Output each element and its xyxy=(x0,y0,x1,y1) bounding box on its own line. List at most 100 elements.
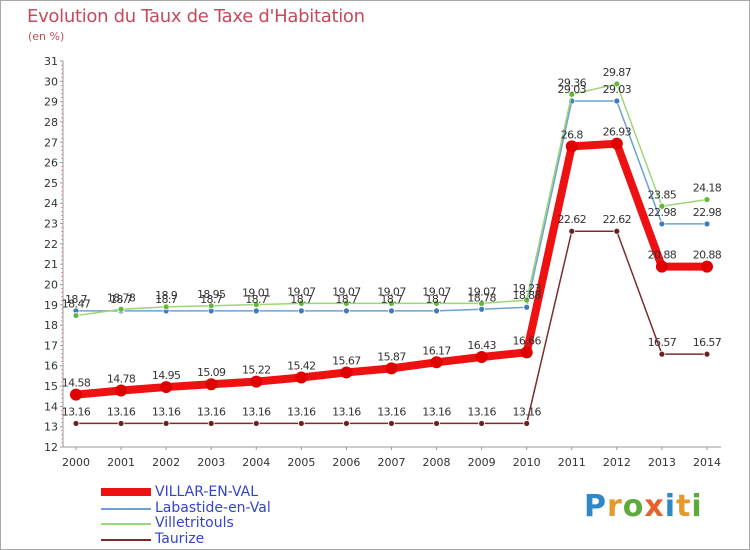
y-tick-label: 17 xyxy=(44,339,58,352)
data-label-villetritouls: 19.07 xyxy=(287,285,316,298)
legend-label: Villetritouls xyxy=(155,515,234,531)
x-tick-label: 2014 xyxy=(693,456,721,469)
x-tick-label: 2008 xyxy=(423,456,451,469)
data-point-taurize xyxy=(568,227,576,235)
data-label-villetritouls: 23.85 xyxy=(648,188,677,201)
data-point-villar-en-val xyxy=(250,375,263,388)
data-point-villetritouls xyxy=(658,202,666,210)
data-label-villar-en-val: 15.42 xyxy=(287,360,316,373)
data-label-villar-en-val: 15.87 xyxy=(377,350,406,363)
data-point-taurize xyxy=(478,420,486,427)
data-label-taurize: 13.16 xyxy=(287,405,316,418)
y-tick-label: 15 xyxy=(44,380,58,393)
data-point-labastide-en-val xyxy=(297,307,305,315)
data-point-taurize xyxy=(117,420,125,427)
data-point-villetritouls xyxy=(613,80,621,88)
data-point-villetritouls xyxy=(433,299,440,307)
data-label-villar-en-val: 14.78 xyxy=(107,373,136,386)
data-point-labastide-en-val xyxy=(703,220,711,228)
data-label-labastide-en-val: 18.7 xyxy=(290,293,313,306)
data-label-villar-en-val: 15.67 xyxy=(332,354,361,367)
legend-swatch xyxy=(101,523,151,525)
data-label-taurize: 16.57 xyxy=(693,336,722,349)
legend-label: Taurize xyxy=(155,530,205,547)
data-label-labastide-en-val: 18.7 xyxy=(110,293,133,306)
data-label-taurize: 13.16 xyxy=(422,405,451,418)
legend-swatch xyxy=(101,538,151,541)
x-tick-label: 2012 xyxy=(603,456,631,469)
data-point-taurize xyxy=(252,420,260,427)
y-tick-label: 16 xyxy=(44,360,58,373)
y-tick-label: 13 xyxy=(44,421,58,434)
logo-letter: o xyxy=(622,489,645,524)
data-point-taurize xyxy=(658,350,666,358)
data-label-villar-en-val: 26.8 xyxy=(561,128,584,141)
legend-label: Labastide-en-Val xyxy=(155,499,271,516)
data-label-taurize: 13.16 xyxy=(377,405,406,418)
legend-label: VILLAR-EN-VAL xyxy=(155,484,259,500)
data-point-taurize xyxy=(703,350,711,358)
data-label-villetritouls: 18.9 xyxy=(155,289,178,302)
data-point-taurize xyxy=(343,420,350,427)
data-label-taurize: 13.16 xyxy=(512,405,541,418)
data-label-villetritouls: 19.23 xyxy=(512,282,541,295)
data-label-villar-en-val: 20.88 xyxy=(648,249,677,262)
data-label-taurize: 16.57 xyxy=(648,336,677,349)
data-label-villetritouls: 19.07 xyxy=(332,285,361,298)
data-point-taurize xyxy=(388,420,395,427)
data-label-villar-en-val: 15.22 xyxy=(242,364,271,377)
data-point-labastide-en-val xyxy=(523,303,531,311)
data-point-villetritouls xyxy=(343,299,350,307)
x-tick-label: 2013 xyxy=(648,456,676,469)
data-label-taurize: 13.16 xyxy=(152,405,181,418)
y-tick-label: 12 xyxy=(44,441,58,454)
data-point-villar-en-val xyxy=(160,381,173,394)
data-point-villar-en-val xyxy=(475,351,488,364)
data-point-villar-en-val xyxy=(340,366,353,379)
data-label-villetritouls: 29.87 xyxy=(603,66,632,79)
data-point-labastide-en-val xyxy=(433,307,440,315)
data-label-villar-en-val: 16.43 xyxy=(467,339,496,352)
data-point-villetritouls xyxy=(568,90,576,98)
logo-letter: t xyxy=(676,489,692,524)
data-point-villetritouls xyxy=(72,312,80,319)
data-label-villetritouls: 19.01 xyxy=(242,287,271,300)
data-label-villetritouls: 29.36 xyxy=(558,76,587,89)
data-label-villar-en-val: 20.88 xyxy=(693,249,722,262)
data-point-villar-en-val xyxy=(70,388,82,401)
data-point-taurize xyxy=(162,420,170,427)
data-label-taurize: 13.16 xyxy=(332,405,361,418)
logo-letter: r xyxy=(607,489,623,524)
data-label-labastide-en-val: 18.7 xyxy=(245,293,268,306)
data-point-villar-en-val xyxy=(205,378,218,391)
y-tick-label: 28 xyxy=(44,116,58,129)
data-label-taurize: 13.16 xyxy=(242,405,271,418)
data-point-villar-en-val xyxy=(700,260,713,273)
y-tick-label: 26 xyxy=(44,157,58,170)
data-label-villar-en-val: 26.93 xyxy=(603,126,632,139)
data-point-villar-en-val xyxy=(655,260,668,273)
data-label-villetritouls: 18.47 xyxy=(62,298,91,311)
y-tick-label: 19 xyxy=(44,299,58,312)
data-point-taurize xyxy=(207,420,215,427)
data-label-labastide-en-val: 18.7 xyxy=(380,293,403,306)
data-point-villar-en-val xyxy=(430,356,443,369)
y-tick-label: 21 xyxy=(44,258,58,271)
logo-letter: i xyxy=(691,489,703,524)
proxiti-logo: Proxiti xyxy=(584,489,703,524)
data-label-villar-en-val: 14.95 xyxy=(152,369,181,382)
data-label-villetritouls: 19.07 xyxy=(422,285,451,298)
data-point-villetritouls xyxy=(117,305,125,313)
data-label-taurize: 13.16 xyxy=(107,405,136,418)
series-line-taurize xyxy=(75,230,708,425)
data-point-taurize xyxy=(433,420,440,427)
data-point-taurize xyxy=(72,420,80,427)
y-tick-label: 27 xyxy=(44,136,58,149)
data-label-villetritouls: 19.07 xyxy=(377,285,406,298)
data-point-villetritouls xyxy=(297,299,305,307)
x-tick-label: 2001 xyxy=(107,456,135,469)
logo-letter: i xyxy=(664,489,677,524)
data-label-labastide-en-val: 22.98 xyxy=(693,206,722,219)
data-label-labastide-en-val: 22.98 xyxy=(648,206,677,219)
